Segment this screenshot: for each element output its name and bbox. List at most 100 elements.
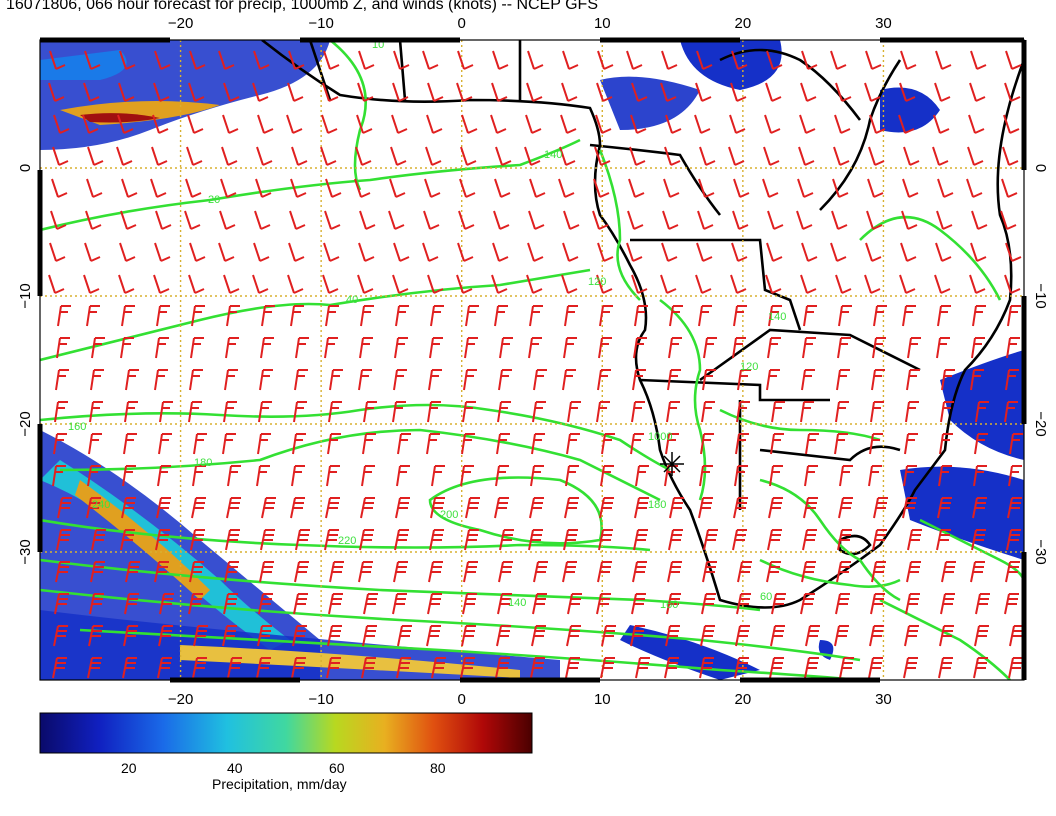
wind-barb — [873, 305, 887, 327]
wind-barb — [632, 369, 646, 391]
wind-barb — [600, 465, 614, 487]
wind-barb — [256, 465, 270, 487]
wind-barb — [596, 82, 613, 102]
wind-barb — [294, 561, 309, 583]
wind-barb — [224, 561, 239, 583]
wind-barb — [189, 50, 206, 70]
wind-barb — [696, 50, 713, 70]
wind-barb — [734, 657, 749, 679]
wind-barb — [51, 178, 68, 198]
wind-barb — [939, 625, 954, 647]
wind-barb — [565, 657, 580, 679]
wind-barb — [463, 369, 477, 391]
wind-barb — [567, 401, 581, 423]
wind-barb — [494, 305, 508, 327]
wind-barb — [188, 82, 205, 102]
wind-barb — [663, 178, 680, 198]
wind-barb — [258, 401, 272, 423]
wind-barb — [832, 178, 849, 198]
wind-barb — [462, 401, 476, 423]
wind-barb — [967, 146, 984, 166]
wind-barb — [155, 337, 169, 359]
wind-barb — [252, 82, 269, 102]
wind-barb — [89, 593, 104, 615]
wind-barb — [837, 529, 852, 551]
wind-barb — [869, 114, 886, 134]
wind-barb — [221, 146, 238, 166]
wind-barb — [465, 497, 480, 519]
wind-barb — [363, 401, 377, 423]
wind-barb — [695, 82, 712, 102]
wind-barb — [938, 465, 952, 487]
wind-barb — [839, 465, 853, 487]
wind-barb — [972, 497, 987, 519]
wind-barb — [254, 210, 271, 230]
wind-barb — [935, 50, 952, 70]
wind-barb — [597, 50, 614, 70]
wind-barb — [393, 561, 408, 583]
wind-barb — [796, 210, 813, 230]
wind-barb — [396, 657, 411, 679]
lon-tick-label-top: −20 — [168, 15, 193, 32]
wind-barb — [567, 593, 582, 615]
wind-barb — [906, 561, 921, 583]
wind-barb — [159, 593, 174, 615]
wind-barb — [769, 657, 784, 679]
wind-barb — [392, 593, 407, 615]
wind-barb — [48, 274, 65, 294]
wind-barb — [871, 561, 886, 583]
wind-barb — [396, 465, 410, 487]
contour-value-label: 160 — [660, 599, 678, 611]
lon-tick-label-bottom: 30 — [875, 691, 892, 708]
wind-barb — [701, 401, 715, 423]
wind-barb — [461, 114, 478, 134]
wind-barb — [906, 369, 920, 391]
wind-barb — [125, 369, 139, 391]
wind-barb — [498, 369, 512, 391]
wind-barb — [123, 433, 137, 455]
wind-barb — [119, 242, 136, 262]
wind-barb — [565, 465, 579, 487]
wind-barb — [427, 401, 441, 423]
wind-barb — [733, 497, 748, 519]
wind-barb — [461, 433, 475, 455]
wind-barb — [292, 433, 306, 455]
lon-tick-label-bottom: 10 — [594, 691, 611, 708]
wind-barb — [631, 82, 648, 102]
wind-barb — [972, 305, 986, 327]
wind-barb — [424, 178, 441, 198]
wind-barb — [831, 210, 848, 230]
wind-barb — [767, 337, 781, 359]
wind-barb — [934, 82, 951, 102]
wind-barb — [193, 433, 207, 455]
wind-barb — [220, 178, 237, 198]
wind-barb — [358, 561, 373, 583]
wind-barb — [57, 497, 72, 519]
wind-barb — [864, 274, 881, 294]
wind-barb — [188, 274, 205, 294]
wind-barb — [257, 114, 274, 134]
wind-barb — [868, 146, 885, 166]
wind-barb — [184, 210, 201, 230]
wind-barb — [495, 146, 512, 166]
wind-barb — [154, 561, 169, 583]
wind-barb — [1005, 242, 1022, 262]
wind-barb — [218, 242, 235, 262]
wind-barb — [560, 114, 577, 134]
wind-barb — [423, 210, 440, 230]
lat-tick-label-left: 0 — [17, 164, 34, 172]
wind-barb — [799, 114, 816, 134]
wind-barb — [593, 178, 610, 198]
wind-barb — [771, 401, 785, 423]
wind-barb — [325, 305, 339, 327]
wind-barb — [321, 114, 338, 134]
wind-barb — [327, 625, 342, 647]
wind-barb — [499, 529, 514, 551]
wind-barb — [190, 337, 204, 359]
wind-barb — [703, 337, 717, 359]
wind-barb — [870, 401, 884, 423]
contour-value-label: 240 — [92, 499, 110, 511]
wind-barb — [872, 529, 887, 551]
wind-barb — [598, 337, 612, 359]
wind-barb — [805, 625, 820, 647]
